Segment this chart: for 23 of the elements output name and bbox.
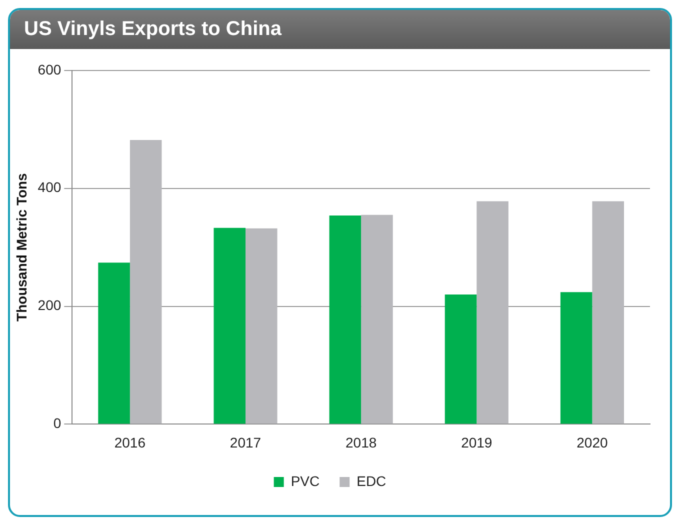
- x-tick-label: 2020: [576, 434, 608, 450]
- x-tick-label: 2016: [114, 434, 146, 450]
- y-tick-label: 400: [38, 179, 62, 196]
- x-tick-label: 2017: [230, 434, 262, 450]
- y-tick-label: 0: [53, 415, 62, 432]
- bar: [361, 214, 393, 424]
- bar: [560, 292, 592, 424]
- x-tick-label: 2019: [461, 434, 492, 450]
- bar: [444, 294, 477, 424]
- bar: [246, 228, 278, 424]
- bar: [130, 140, 162, 424]
- legend-label: EDC: [356, 472, 386, 489]
- bar: [476, 201, 508, 424]
- x-tick-label: 2018: [346, 434, 377, 450]
- bar: [214, 228, 246, 424]
- y-axis-title: Thousand Metric Tons: [13, 172, 30, 322]
- bar: [98, 262, 130, 424]
- bar: [329, 215, 362, 424]
- legend-label: PVC: [290, 472, 320, 489]
- bar: [592, 201, 624, 424]
- y-tick-label: 600: [38, 61, 62, 78]
- chart-title: US Vinyls Exports to China: [10, 10, 670, 49]
- y-tick-label: 200: [38, 297, 62, 314]
